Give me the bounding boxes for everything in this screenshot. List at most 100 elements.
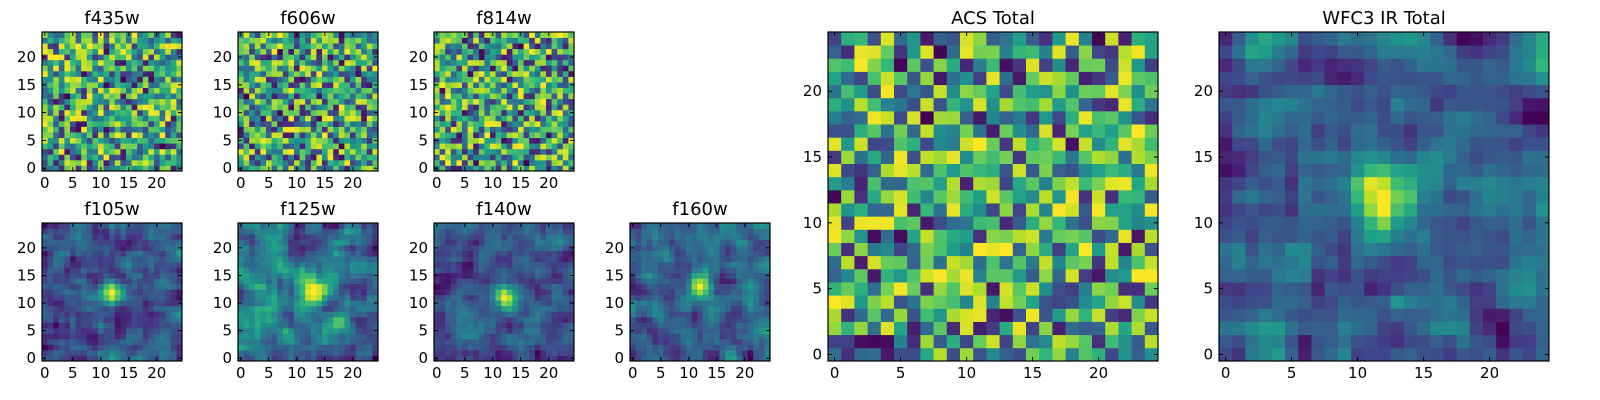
heatmap-cell [355, 32, 362, 38]
heatmap-cell [120, 109, 127, 116]
heatmap-cell [165, 250, 172, 257]
heatmap-cell [98, 98, 104, 105]
heatmap-cell [719, 322, 726, 329]
heatmap-cell [714, 250, 720, 257]
heatmap-cell [714, 344, 720, 351]
heatmap-cell [176, 294, 183, 301]
heatmap-cell [484, 76, 491, 83]
heatmap-cell [534, 327, 541, 334]
heatmap-cell [880, 203, 895, 217]
heatmap-cell [288, 278, 295, 285]
heatmap-cell [841, 203, 855, 217]
heatmap-cell [540, 305, 547, 312]
heatmap-cell [299, 355, 306, 362]
heatmap-cell [434, 148, 440, 155]
heatmap-cell [86, 65, 93, 72]
heatmap-cell [75, 322, 82, 329]
heatmap-cell [506, 76, 513, 83]
heatmap-cell [310, 316, 317, 323]
heatmap-cell [529, 76, 536, 83]
heatmap-cell [114, 294, 121, 301]
heatmap-cell [708, 223, 715, 229]
heatmap-cell [445, 165, 452, 172]
heatmap-cell [495, 245, 502, 251]
heatmap-cell [243, 223, 250, 229]
heatmap-cell [176, 250, 183, 257]
heatmap-cell [47, 104, 54, 111]
heatmap-cell [350, 65, 356, 72]
heatmap-cell [557, 76, 564, 83]
heatmap-cell [176, 87, 183, 94]
heatmap-cell [53, 48, 60, 55]
heatmap-cell [42, 294, 48, 301]
heatmap-cell [254, 104, 261, 111]
heatmap-cell [652, 355, 659, 362]
heatmap-cell [98, 120, 104, 127]
heatmap-cell [176, 32, 183, 38]
heatmap-cell [103, 126, 110, 133]
heatmap-cell [42, 228, 48, 235]
heatmap-cell [159, 344, 166, 351]
heatmap-cell [294, 120, 300, 127]
heatmap-cell [159, 300, 166, 307]
heatmap-cell [894, 321, 908, 336]
heatmap-cell [70, 115, 76, 122]
heatmap-cell [557, 82, 564, 88]
heatmap-cell [75, 261, 82, 268]
heatmap-cell [546, 54, 552, 61]
heatmap-cell [663, 305, 670, 312]
heatmap-cell [999, 189, 1014, 204]
heatmap-cell [154, 137, 160, 144]
heatmap-cell [277, 165, 284, 172]
heatmap-cell [120, 256, 127, 263]
heatmap-cell [137, 305, 144, 312]
heatmap-cell [758, 261, 765, 268]
heatmap-cell [159, 109, 166, 116]
heatmap-cell [131, 316, 138, 323]
heatmap-cell [529, 250, 536, 257]
heatmap-cell [344, 322, 351, 329]
heatmap-cell [562, 305, 569, 312]
heatmap-cell [669, 223, 676, 229]
heatmap-cell [75, 311, 82, 318]
heatmap-cell [540, 311, 547, 318]
heatmap-cell [47, 98, 54, 105]
heatmap-cell [501, 322, 508, 329]
heatmap-cell [103, 37, 110, 44]
heatmap-cell [333, 311, 340, 318]
heatmap-cell [126, 159, 132, 166]
heatmap-cell [686, 283, 692, 290]
heatmap-cell [450, 120, 457, 127]
heatmap-cell [294, 87, 300, 94]
heatmap-cell [254, 115, 261, 122]
heatmap-cell [254, 278, 261, 285]
heatmap-cell [501, 120, 508, 127]
heatmap-cell [680, 289, 687, 296]
heatmap-cell [534, 137, 541, 144]
heatmap-cell [344, 289, 351, 296]
heatmap-cell [266, 327, 272, 334]
heatmap-cell [355, 261, 362, 268]
heatmap-cell [372, 228, 379, 235]
heatmap-cell [75, 98, 82, 105]
heatmap-cell [484, 159, 491, 166]
heatmap-cell [333, 289, 340, 296]
heatmap-cell [669, 294, 676, 301]
heatmap-cell [86, 93, 93, 100]
heatmap-cell [114, 87, 121, 94]
heatmap-cell [523, 126, 530, 133]
heatmap-cell [92, 327, 99, 334]
heatmap-cell [277, 37, 284, 44]
heatmap-cell [137, 278, 144, 285]
heatmap-cell [467, 98, 474, 105]
heatmap-cell [109, 43, 116, 50]
heatmap-cell [456, 311, 463, 318]
heatmap-cell [327, 223, 334, 229]
heatmap-cell [47, 223, 54, 229]
heatmap-cell [249, 300, 256, 307]
heatmap-cell [338, 261, 345, 268]
heatmap-cell [355, 349, 362, 356]
heatmap-cell [154, 311, 160, 318]
heatmap-cell [322, 37, 328, 44]
y-tick-label: 15 [213, 266, 232, 284]
